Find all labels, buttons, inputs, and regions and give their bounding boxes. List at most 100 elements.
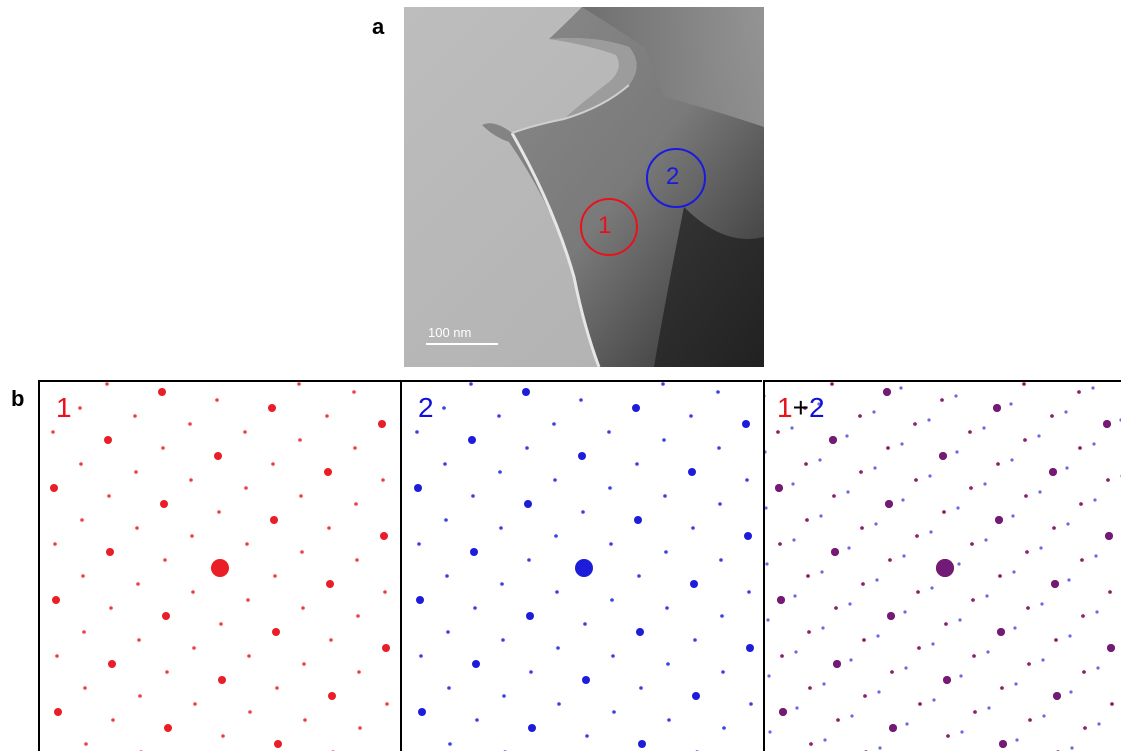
diffraction-spot (863, 694, 867, 698)
diffraction-spot (969, 486, 973, 490)
diffraction-spot-overlay (818, 458, 822, 462)
diffraction-spot (301, 606, 305, 610)
diffraction-spot (998, 574, 1002, 578)
diffraction-spot-overlay (1093, 498, 1097, 502)
diffraction-spot (162, 612, 170, 620)
diffraction-spot-overlay (1040, 602, 1044, 606)
diffraction-spot-overlay (1038, 490, 1042, 494)
diffraction-spot-overlay (958, 618, 962, 622)
diffraction-spot (383, 590, 387, 594)
diffraction-spot (1049, 468, 1057, 476)
diffraction-spot-overlay (768, 730, 772, 734)
diffraction-spot (442, 406, 446, 410)
diffraction-spot-overlay (1067, 578, 1071, 582)
diffraction-spot-overlay (1009, 402, 1013, 406)
diffraction-spot-overlay (1041, 658, 1045, 662)
diffraction-spot (555, 590, 559, 594)
diffraction-spot (583, 622, 587, 626)
diffraction-spot (995, 516, 1003, 524)
diffraction-spot (84, 742, 88, 746)
diffraction-spot-overlay (985, 594, 989, 598)
diffraction-spot (747, 590, 751, 594)
diffraction-pattern-2: 2 (400, 380, 762, 751)
diffraction-spot (501, 638, 505, 642)
diffraction-spot (778, 542, 782, 546)
diffraction-spot-overlay (795, 706, 799, 710)
diffraction-spot-overlay (822, 682, 826, 686)
diffraction-spot (473, 606, 477, 610)
diffraction-spot (1050, 414, 1054, 418)
diffraction-spot-overlay (765, 450, 767, 454)
diffraction-spot-overlay (794, 650, 798, 654)
diffraction-spot (273, 574, 277, 578)
diffraction-spot (803, 406, 807, 410)
diffraction-spot-overlay (1042, 714, 1046, 718)
diffraction-spot (105, 382, 109, 386)
diffraction-spot (161, 446, 165, 450)
diffraction-spot-overlay (1012, 570, 1016, 574)
diffraction-spot (858, 414, 862, 418)
diffraction-spot (913, 422, 917, 426)
diffraction-spot (973, 710, 977, 714)
diffraction-spot (246, 598, 250, 602)
diffraction-spot (1105, 532, 1113, 540)
diffraction-spot (611, 654, 615, 658)
diffraction-spot (50, 484, 58, 492)
diffraction-spot (779, 708, 787, 716)
diffraction-spot (610, 598, 614, 602)
diffraction-spot-overlay (959, 674, 963, 678)
diffraction-pattern-combined: 1+2 (763, 380, 1121, 751)
diffraction-spot (1027, 662, 1031, 666)
diffraction-spot (499, 526, 503, 530)
diffraction-spot (690, 580, 698, 588)
diffraction-spot (1022, 382, 1026, 386)
central-beam-spot (211, 559, 229, 577)
diffraction-spot (663, 494, 667, 498)
diffraction-spot-overlay (931, 642, 935, 646)
diffraction-spot (274, 740, 282, 748)
diffraction-spot (448, 742, 452, 746)
diffraction-spot (356, 614, 360, 618)
diffraction-spot (355, 558, 359, 562)
diffraction-spot (500, 582, 504, 586)
tem-micrograph: 1 2 100 nm (404, 7, 764, 367)
diffraction-spot (887, 612, 895, 620)
diffraction-spot (861, 582, 865, 586)
diffraction-spot-overlay (903, 610, 907, 614)
diffraction-spot (303, 718, 307, 722)
diffraction-spot (608, 486, 612, 490)
diffraction-spot (666, 662, 670, 666)
diffraction-spot (528, 724, 536, 732)
diffraction-spot (472, 660, 480, 668)
diffraction-spot-overlay (960, 730, 964, 734)
diffraction-spot-overlay (1039, 546, 1043, 550)
diffraction-spot (54, 708, 62, 716)
diffraction-spot-overlay (1011, 514, 1015, 518)
diffraction-spot (380, 532, 388, 540)
diffraction-spot (883, 388, 891, 396)
diffraction-spot (552, 422, 556, 426)
diffraction-spot (722, 726, 726, 730)
diffraction-spot (55, 654, 59, 658)
diffraction-spot (942, 510, 946, 514)
diffraction-spot (1103, 420, 1111, 428)
diffraction-spot (79, 462, 83, 466)
diffraction-spot (744, 532, 752, 540)
diffraction-spot (578, 452, 586, 460)
diffraction-spot-overlay (904, 666, 908, 670)
diffraction-spot (1078, 446, 1082, 450)
diffraction-spot (777, 596, 785, 604)
diffraction-spot (268, 404, 276, 412)
diffraction-spot (556, 646, 560, 650)
diffraction-spot (970, 542, 974, 546)
diffraction-spot (804, 462, 808, 466)
diffraction-spot (1024, 494, 1028, 498)
diffraction-spot (943, 676, 951, 684)
diffraction-spot (1000, 686, 1004, 690)
diffraction-spot (83, 686, 87, 690)
diffraction-spot (689, 414, 693, 418)
diffraction-spot (585, 734, 589, 738)
diffraction-spot (1106, 478, 1110, 482)
diffraction-spot (192, 646, 196, 650)
diffraction-spot (444, 518, 448, 522)
